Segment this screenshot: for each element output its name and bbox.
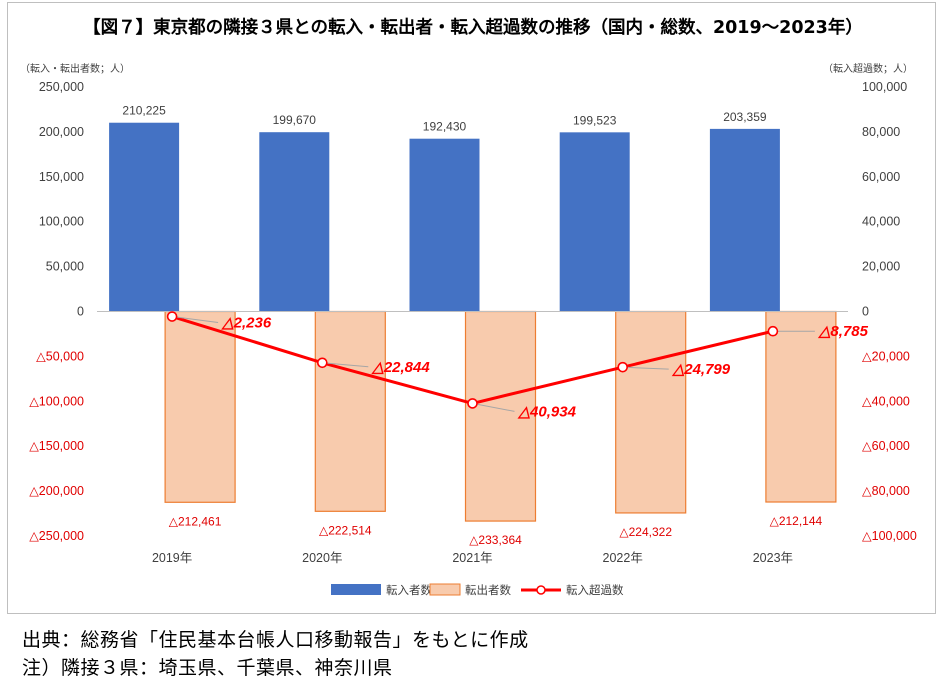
inflow-data-label: 210,225: [122, 104, 166, 118]
net-leader-line: [322, 362, 369, 368]
outflow-data-label: △212,461: [169, 514, 222, 528]
chart-title: 【図７】東京都の隣接３県との転入・転出者・転入超過数の推移（国内・総数、2019…: [83, 17, 863, 38]
x-tick-label: 2022年: [603, 551, 643, 565]
net-data-label: △8,785: [817, 323, 869, 340]
net-marker: [617, 361, 629, 373]
net-marker: [316, 357, 328, 369]
inflow-data-label: 203,359: [723, 110, 767, 124]
outflow-bar: [615, 310, 687, 514]
legend-label-inflow: 転入者数: [386, 583, 432, 597]
outflow-data-label: △222,514: [319, 523, 372, 537]
net-marker: [166, 311, 178, 322]
net-data-label: △24,799: [671, 361, 731, 378]
right-tick-label: △20,000: [862, 349, 910, 363]
legend-label-outflow: 転出者数: [465, 583, 511, 597]
left-tick-label: △250,000: [29, 529, 84, 543]
net-marker: [467, 398, 478, 409]
inflow-bar: [409, 138, 480, 312]
left-tick-label: 200,000: [39, 125, 84, 139]
right-tick-label: △60,000: [862, 439, 910, 453]
inflow-data-label: 199,670: [273, 113, 317, 127]
outflow-data-label: △233,364: [469, 533, 522, 547]
net-marker: [767, 325, 779, 337]
x-tick-label: 2020年: [302, 551, 342, 565]
outflow-bar: [464, 310, 537, 522]
legend-swatch-inflow: [331, 584, 381, 595]
outflow-data-label: △212,144: [770, 514, 823, 528]
net-leader-line: [172, 316, 219, 324]
inflow-bar: [259, 132, 330, 312]
legend-swatch-outflow: [429, 583, 461, 596]
legend-marker-net: [536, 585, 546, 595]
left-tick-label: △100,000: [29, 394, 84, 408]
right-tick-label: 20,000: [862, 260, 900, 274]
right-tick-label: 40,000: [862, 215, 900, 229]
outflow-bar: [314, 310, 386, 512]
right-tick-label: 80,000: [862, 125, 900, 139]
right-tick-label: 0: [862, 305, 869, 319]
inflow-bar: [109, 122, 180, 312]
net-leader-line: [622, 366, 669, 370]
right-tick-label: △100,000: [862, 529, 917, 543]
net-leader-line: [472, 402, 515, 412]
legend-label-net: 転入超過数: [566, 583, 624, 597]
chart: 【図７】東京都の隣接３県との転入・転出者・転入超過数の推移（国内・総数、2019…: [20, 17, 917, 597]
left-axis-label: （転入・転出者数；人）: [20, 62, 130, 75]
remark-note: 注）隣接３県：埼玉県、千葉県、神奈川県: [22, 657, 393, 679]
x-tick-label: 2021年: [452, 551, 492, 565]
plot-area: 250,000 200,000 150,000 100,000 50,000 0 △50,0…: [29, 80, 917, 565]
left-tick-label: △50,000: [36, 349, 84, 363]
left-tick-label: 150,000: [39, 170, 84, 184]
outflow-data-label: △224,322: [619, 525, 672, 539]
net-data-label: △2,236: [220, 315, 272, 332]
outflow-bar: [164, 310, 236, 503]
inflow-bar: [709, 128, 780, 312]
inflow-bar: [559, 132, 630, 312]
net-data-label: △22,844: [370, 359, 430, 376]
left-tick-label: △200,000: [29, 484, 84, 498]
inflow-data-label: 199,523: [573, 113, 617, 127]
left-tick-label: 50,000: [46, 260, 84, 274]
left-tick-label: 0: [77, 305, 84, 319]
inflow-data-label: 192,430: [423, 120, 467, 134]
left-tick-label: 100,000: [39, 215, 84, 229]
right-tick-label: △80,000: [862, 484, 910, 498]
source-note: 出典：総務省「住民基本台帳人口移動報告」をもとに作成: [22, 629, 529, 651]
legend: 転入者数 転出者数 転入超過数: [331, 583, 624, 597]
net-data-label: △40,934: [517, 403, 577, 420]
left-tick-label: △150,000: [29, 439, 84, 453]
x-tick-label: 2023年: [753, 551, 793, 565]
right-tick-label: 60,000: [862, 170, 900, 184]
right-tick-label: 100,000: [862, 80, 907, 94]
right-axis-label: （転入超過数；人）: [823, 62, 913, 75]
left-tick-label: 250,000: [39, 80, 84, 94]
right-tick-label: △40,000: [862, 394, 910, 408]
x-tick-label: 2019年: [152, 551, 192, 565]
